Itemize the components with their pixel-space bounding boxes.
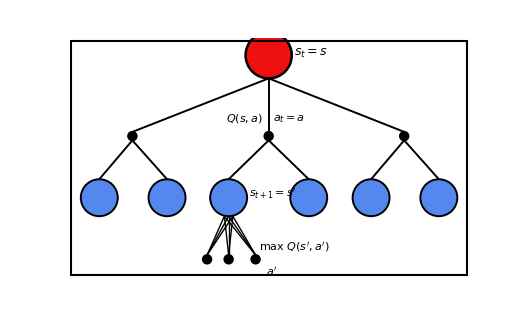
Circle shape bbox=[353, 179, 390, 216]
Text: $Q(s,a)$: $Q(s,a)$ bbox=[226, 111, 264, 125]
Text: $a_t=a$: $a_t=a$ bbox=[274, 113, 305, 125]
Circle shape bbox=[81, 179, 118, 216]
Circle shape bbox=[210, 179, 247, 216]
Circle shape bbox=[128, 132, 136, 140]
Circle shape bbox=[203, 255, 212, 264]
Circle shape bbox=[246, 32, 292, 78]
Text: $s_{t+1}=s'$: $s_{t+1}=s'$ bbox=[249, 187, 296, 201]
Text: $a'$: $a'$ bbox=[266, 265, 277, 278]
Text: $s_t=s$: $s_t=s$ bbox=[294, 46, 328, 59]
Circle shape bbox=[421, 179, 457, 216]
Circle shape bbox=[290, 179, 327, 216]
Circle shape bbox=[265, 132, 273, 140]
Circle shape bbox=[400, 132, 408, 140]
Circle shape bbox=[251, 255, 260, 264]
Text: max $Q(s',a')$: max $Q(s',a')$ bbox=[259, 240, 330, 254]
Circle shape bbox=[224, 255, 233, 264]
Circle shape bbox=[149, 179, 185, 216]
